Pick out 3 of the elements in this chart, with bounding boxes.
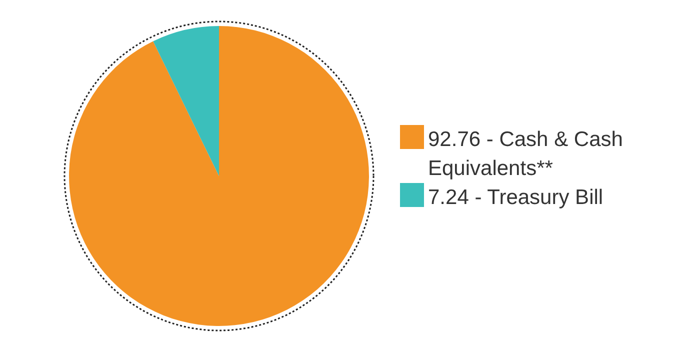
- legend-label: 7.24 - Treasury Bill: [428, 185, 604, 211]
- pie-slice: [153, 26, 219, 176]
- legend-label: 92.76 - Cash & Cash Equivalents**: [428, 127, 624, 182]
